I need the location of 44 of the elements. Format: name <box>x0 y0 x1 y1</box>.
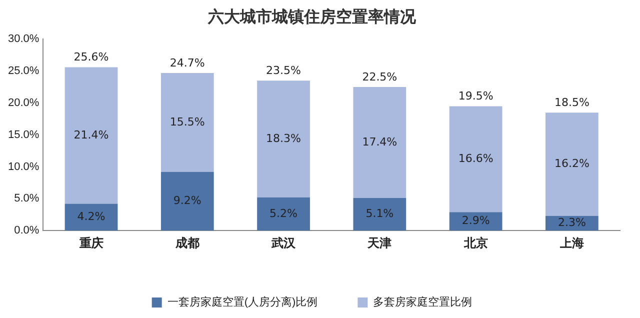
bar <box>257 80 310 198</box>
bar <box>64 67 118 204</box>
y-tick-label: 15.0% <box>8 128 40 141</box>
bar <box>160 172 214 231</box>
data-label: 17.4% <box>362 135 398 148</box>
legend-label: 多套房家庭空置比例 <box>373 296 472 309</box>
data-label: 18.3% <box>266 132 302 145</box>
chart-title: 六大城市城镇住房空置率情况 <box>207 7 417 26</box>
data-label: 16.6% <box>458 152 494 166</box>
total-label: 23.5% <box>266 64 302 78</box>
bar <box>353 198 406 231</box>
data-label: 2.9% <box>462 214 490 228</box>
bar <box>353 87 406 198</box>
total-label: 19.5% <box>458 90 494 103</box>
x-tick-label: 上海 <box>558 236 584 250</box>
y-tick-label: 25.0% <box>8 65 40 78</box>
x-tick-label: 重庆 <box>78 236 104 250</box>
total-label: 18.5% <box>554 96 590 109</box>
bar <box>160 73 214 172</box>
data-label: 15.5% <box>170 115 205 128</box>
total-label: 24.7% <box>170 56 205 70</box>
data-label: 21.4% <box>74 128 109 142</box>
total-label: 22.5% <box>362 70 398 84</box>
y-tick-label: 30.0% <box>8 33 40 46</box>
x-tick-label: 北京 <box>462 236 488 250</box>
y-tick-label: 5.0% <box>14 192 40 205</box>
data-label: 5.2% <box>270 206 298 220</box>
data-label: 4.2% <box>77 210 106 224</box>
x-tick-label: 武汉 <box>270 236 297 250</box>
legend-label: 一套房家庭空置(人房分离)比例 <box>167 296 318 309</box>
bar <box>64 204 118 231</box>
y-tick-label: 10.0% <box>8 160 40 173</box>
bar <box>449 106 502 212</box>
data-label: 2.3% <box>558 216 586 230</box>
bar <box>545 112 598 216</box>
total-label: 25.6% <box>74 50 109 64</box>
bar <box>257 197 310 231</box>
x-tick-label: 成都 <box>174 236 200 250</box>
y-tick-label: 20.0% <box>8 97 40 110</box>
data-label: 16.2% <box>554 157 590 170</box>
data-label: 9.2% <box>173 194 202 208</box>
y-tick-label: 0.0% <box>14 224 40 237</box>
data-label: 5.1% <box>366 207 394 220</box>
x-tick-label: 天津 <box>366 236 392 250</box>
